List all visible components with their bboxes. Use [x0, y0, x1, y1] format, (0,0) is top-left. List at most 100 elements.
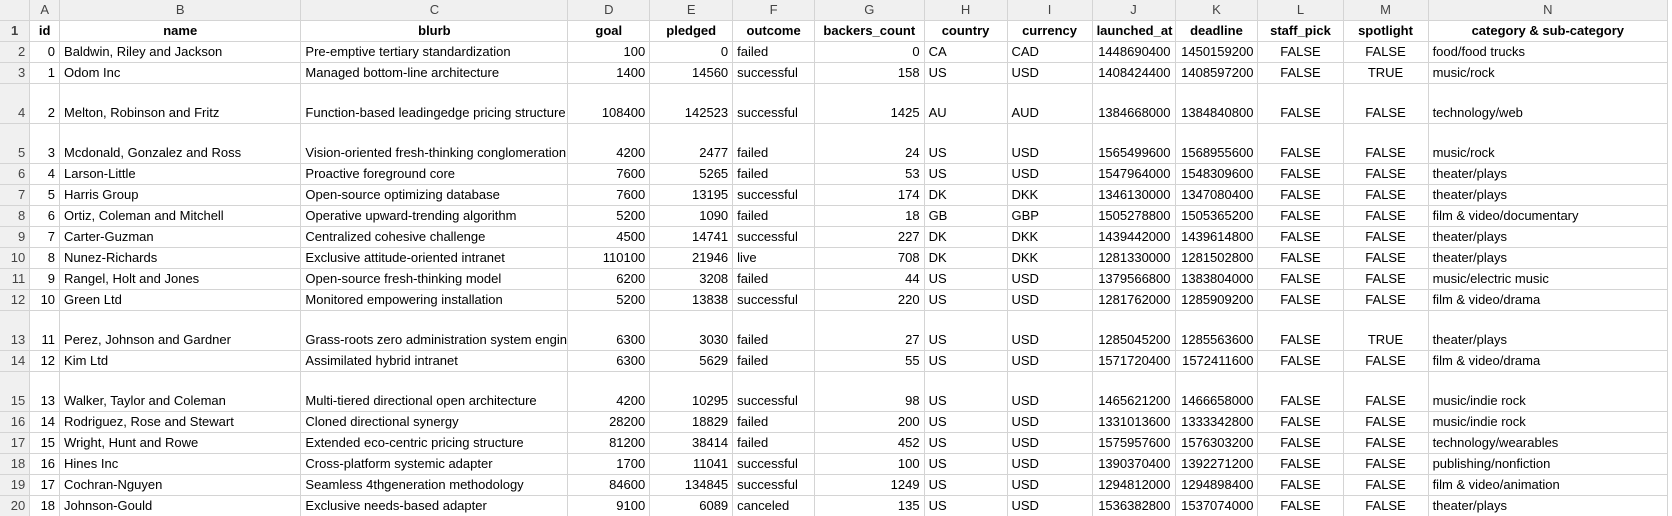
- cell-launched-at[interactable]: 1294812000: [1092, 474, 1176, 496]
- cell-staff-pick[interactable]: FALSE: [1257, 350, 1344, 372]
- column-header[interactable]: J: [1092, 0, 1176, 21]
- cell-outcome[interactable]: failed: [732, 123, 816, 164]
- row-header[interactable]: 2: [0, 41, 31, 63]
- cell-backers-count[interactable]: 18: [814, 205, 925, 227]
- cell-category[interactable]: theater/plays: [1428, 226, 1669, 248]
- cell-deadline[interactable]: 1333342800: [1175, 411, 1259, 433]
- cell-launched-at[interactable]: 1448690400: [1092, 41, 1176, 63]
- row-header[interactable]: 10: [0, 247, 31, 269]
- cell-deadline[interactable]: 1548309600: [1175, 163, 1259, 185]
- cell-spotlight[interactable]: FALSE: [1343, 163, 1429, 185]
- cell-staff-pick[interactable]: FALSE: [1257, 83, 1344, 124]
- cell-outcome[interactable]: successful: [732, 474, 816, 496]
- cell-outcome[interactable]: successful: [732, 289, 816, 311]
- cell-category[interactable]: music/indie rock: [1428, 371, 1669, 412]
- cell-currency[interactable]: USD: [1007, 432, 1093, 454]
- cell-name[interactable]: Odom Inc: [59, 62, 302, 84]
- column-header[interactable]: F: [732, 0, 816, 21]
- select-all-corner[interactable]: [0, 0, 31, 21]
- cell-backers-count[interactable]: 53: [814, 163, 925, 185]
- cell-deadline[interactable]: 1466658000: [1175, 371, 1259, 412]
- cell-category[interactable]: music/rock: [1428, 123, 1669, 164]
- row-header[interactable]: 9: [0, 226, 31, 248]
- cell-backers-count[interactable]: 27: [814, 310, 925, 351]
- cell-goal[interactable]: 1400: [567, 62, 651, 84]
- row-header[interactable]: 18: [0, 453, 31, 475]
- cell-deadline[interactable]: 1537074000: [1175, 495, 1259, 516]
- cell-id[interactable]: 0: [29, 41, 61, 63]
- cell-goal[interactable]: 5200: [567, 289, 651, 311]
- cell-category[interactable]: publishing/nonfiction: [1428, 453, 1669, 475]
- field-header-cell[interactable]: blurb: [300, 20, 569, 42]
- cell-currency[interactable]: GBP: [1007, 205, 1093, 227]
- cell-deadline[interactable]: 1281502800: [1175, 247, 1259, 269]
- cell-launched-at[interactable]: 1331013600: [1092, 411, 1176, 433]
- cell-id[interactable]: 16: [29, 453, 61, 475]
- cell-pledged[interactable]: 13195: [649, 184, 734, 206]
- cell-currency[interactable]: USD: [1007, 163, 1093, 185]
- cell-category[interactable]: music/indie rock: [1428, 411, 1669, 433]
- cell-deadline[interactable]: 1505365200: [1175, 205, 1259, 227]
- cell-staff-pick[interactable]: FALSE: [1257, 62, 1344, 84]
- cell-country[interactable]: US: [924, 371, 1008, 412]
- cell-outcome[interactable]: failed: [732, 205, 816, 227]
- column-header[interactable]: C: [300, 0, 569, 21]
- cell-outcome[interactable]: failed: [732, 432, 816, 454]
- cell-spotlight[interactable]: FALSE: [1343, 432, 1429, 454]
- cell-spotlight[interactable]: FALSE: [1343, 453, 1429, 475]
- cell-outcome[interactable]: failed: [732, 41, 816, 63]
- cell-blurb[interactable]: Operative upward-trending algorithm: [300, 205, 569, 227]
- cell-country[interactable]: US: [924, 163, 1008, 185]
- cell-id[interactable]: 9: [29, 268, 61, 290]
- cell-category[interactable]: theater/plays: [1428, 495, 1669, 516]
- cell-backers-count[interactable]: 1425: [814, 83, 925, 124]
- cell-pledged[interactable]: 6089: [649, 495, 734, 516]
- cell-id[interactable]: 2: [29, 83, 61, 124]
- cell-goal[interactable]: 1700: [567, 453, 651, 475]
- cell-id[interactable]: 5: [29, 184, 61, 206]
- cell-outcome[interactable]: successful: [732, 184, 816, 206]
- cell-goal[interactable]: 6200: [567, 268, 651, 290]
- cell-backers-count[interactable]: 55: [814, 350, 925, 372]
- cell-outcome[interactable]: failed: [732, 268, 816, 290]
- cell-category[interactable]: theater/plays: [1428, 184, 1669, 206]
- cell-goal[interactable]: 6300: [567, 350, 651, 372]
- cell-outcome[interactable]: failed: [732, 310, 816, 351]
- cell-country[interactable]: DK: [924, 247, 1008, 269]
- cell-launched-at[interactable]: 1547964000: [1092, 163, 1176, 185]
- cell-currency[interactable]: AUD: [1007, 83, 1093, 124]
- cell-spotlight[interactable]: FALSE: [1343, 268, 1429, 290]
- cell-outcome[interactable]: successful: [732, 62, 816, 84]
- cell-backers-count[interactable]: 708: [814, 247, 925, 269]
- cell-currency[interactable]: USD: [1007, 62, 1093, 84]
- cell-spotlight[interactable]: FALSE: [1343, 350, 1429, 372]
- row-header[interactable]: 5: [0, 123, 31, 164]
- field-header-cell[interactable]: deadline: [1175, 20, 1259, 42]
- cell-outcome[interactable]: successful: [732, 371, 816, 412]
- cell-spotlight[interactable]: FALSE: [1343, 474, 1429, 496]
- cell-category[interactable]: film & video/animation: [1428, 474, 1669, 496]
- cell-category[interactable]: theater/plays: [1428, 310, 1669, 351]
- cell-deadline[interactable]: 1568955600: [1175, 123, 1259, 164]
- cell-id[interactable]: 12: [29, 350, 61, 372]
- cell-goal[interactable]: 84600: [567, 474, 651, 496]
- cell-name[interactable]: Hines Inc: [59, 453, 302, 475]
- cell-blurb[interactable]: Centralized cohesive challenge: [300, 226, 569, 248]
- cell-goal[interactable]: 6300: [567, 310, 651, 351]
- cell-country[interactable]: US: [924, 453, 1008, 475]
- cell-deadline[interactable]: 1285563600: [1175, 310, 1259, 351]
- cell-id[interactable]: 17: [29, 474, 61, 496]
- cell-goal[interactable]: 4200: [567, 371, 651, 412]
- cell-name[interactable]: Mcdonald, Gonzalez and Ross: [59, 123, 302, 164]
- column-header[interactable]: H: [924, 0, 1008, 21]
- cell-name[interactable]: Wright, Hunt and Rowe: [59, 432, 302, 454]
- cell-blurb[interactable]: Open-source fresh-thinking model: [300, 268, 569, 290]
- cell-category[interactable]: technology/wearables: [1428, 432, 1669, 454]
- cell-spotlight[interactable]: FALSE: [1343, 371, 1429, 412]
- cell-country[interactable]: US: [924, 62, 1008, 84]
- cell-outcome[interactable]: successful: [732, 226, 816, 248]
- cell-outcome[interactable]: live: [732, 247, 816, 269]
- cell-staff-pick[interactable]: FALSE: [1257, 371, 1344, 412]
- cell-country[interactable]: US: [924, 495, 1008, 516]
- cell-currency[interactable]: CAD: [1007, 41, 1093, 63]
